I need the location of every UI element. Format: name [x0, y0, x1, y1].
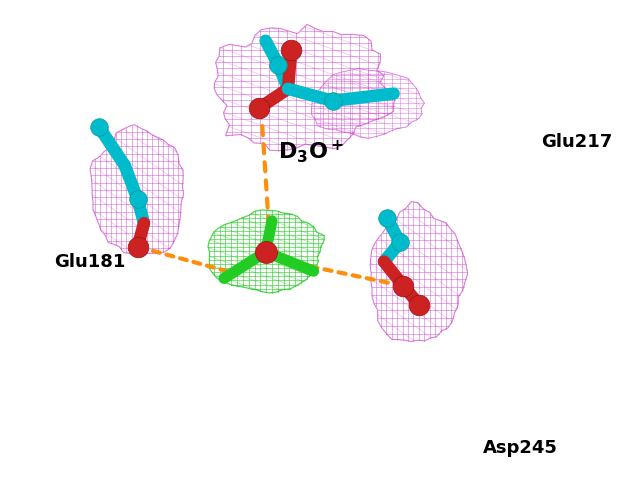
- Text: $\mathbf{D_3O^+}$: $\mathbf{D_3O^+}$: [278, 138, 344, 165]
- Point: [382, 215, 392, 222]
- Text: Glu217: Glu217: [541, 132, 612, 151]
- Point: [132, 195, 143, 203]
- Point: [286, 47, 296, 54]
- Point: [414, 301, 424, 309]
- Point: [273, 61, 284, 69]
- Point: [132, 243, 143, 251]
- Point: [260, 248, 271, 256]
- Point: [398, 282, 408, 289]
- Point: [328, 97, 338, 105]
- Point: [254, 104, 264, 112]
- Point: [395, 239, 405, 246]
- Point: [94, 123, 104, 131]
- Text: Glu181: Glu181: [54, 252, 126, 271]
- Text: Asp245: Asp245: [483, 439, 558, 457]
